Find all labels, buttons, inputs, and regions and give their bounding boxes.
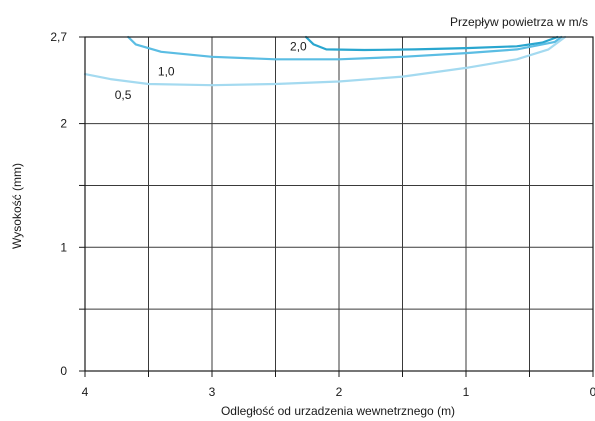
y-tick-label: 0: [60, 364, 67, 378]
series-line-2: [83, 35, 567, 87]
y-tick-label: 2: [60, 117, 67, 131]
x-axis-label: Odległość od urzadzenia wewnetrznego (m): [221, 404, 455, 418]
series-line-0: [304, 35, 559, 52]
x-tick-label: 0: [590, 385, 595, 399]
series-group: 2,0 1,0 0,5: [83, 35, 567, 102]
x-tick-label: 2: [336, 385, 343, 399]
series-label-1: 1,0: [158, 64, 175, 78]
tick-labels: 4 3 2 1 0 0 1 2 2,7: [50, 30, 595, 399]
grid: [84, 36, 594, 372]
axes: [79, 36, 594, 377]
y-axis-label: Wysokość (mm): [10, 163, 24, 249]
y-tick-label: 1: [60, 240, 67, 254]
series-label-0: 2,0: [290, 40, 307, 54]
x-tick-label: 4: [82, 385, 89, 399]
series-label-2: 0,5: [115, 88, 132, 102]
x-tick-label: 3: [209, 385, 216, 399]
x-tick-label: 1: [463, 385, 470, 399]
legend-title: Przepływ powietrza w m/s: [450, 15, 588, 29]
y-tick-label: 2,7: [50, 30, 67, 44]
series-line-1: [127, 35, 563, 61]
